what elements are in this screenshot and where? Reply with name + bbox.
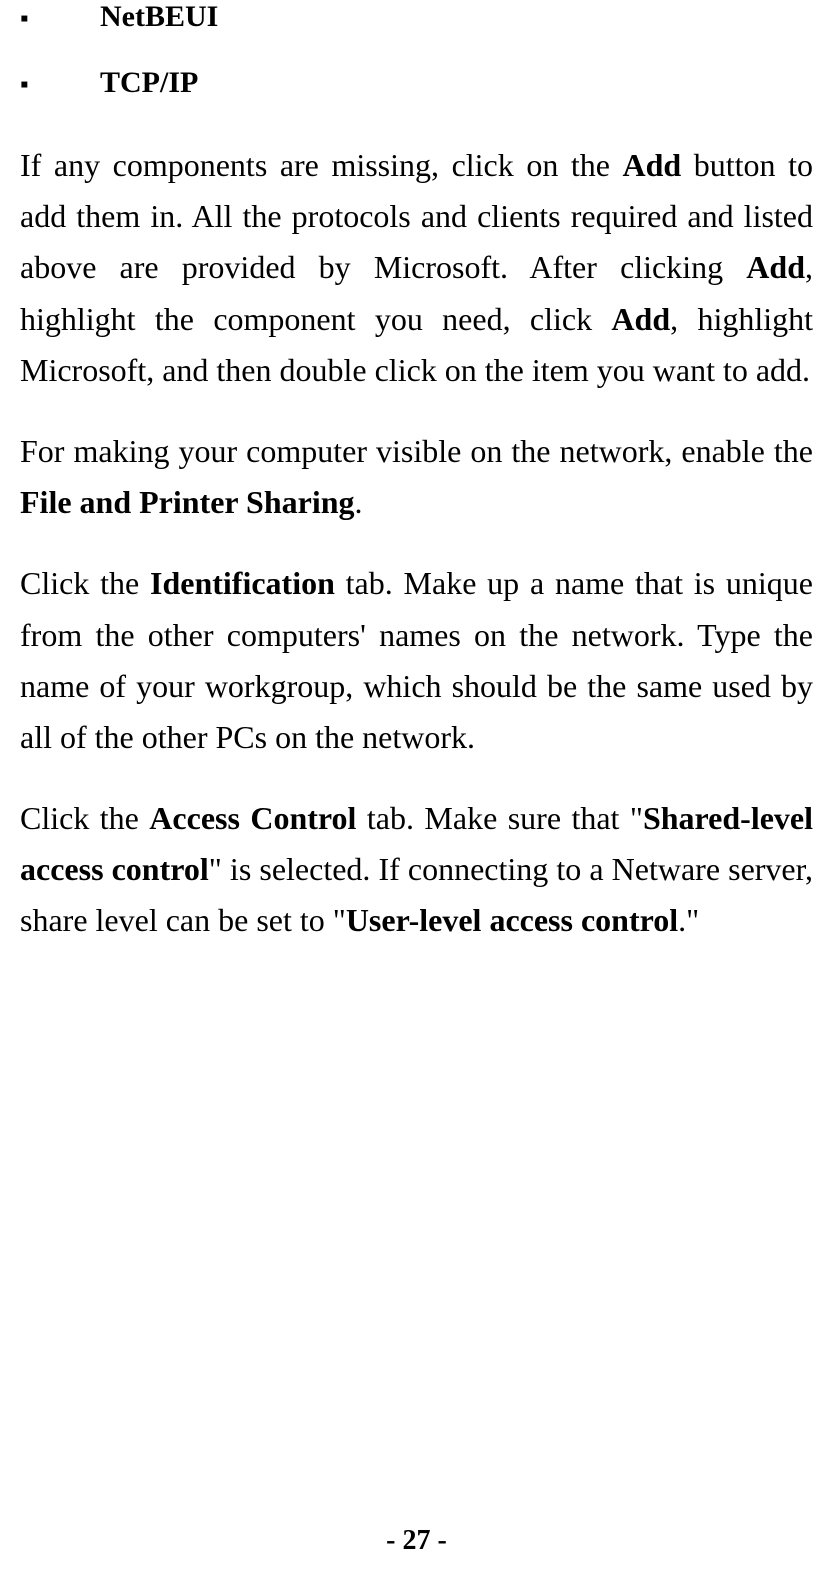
bold-text: Add bbox=[611, 301, 670, 337]
text-span: ." bbox=[678, 902, 699, 938]
bold-text: File and Printer Sharing bbox=[20, 484, 355, 520]
text-span: If any components are missing, click on … bbox=[20, 147, 623, 183]
bullet-list: ▪ NetBEUI ▪ TCP/IP bbox=[20, 0, 813, 100]
bullet-text: TCP/IP bbox=[100, 66, 198, 100]
text-span: For making your computer visible on the … bbox=[20, 433, 813, 469]
paragraph-3: Click the Identification tab. Make up a … bbox=[20, 558, 813, 763]
bold-text: Add bbox=[623, 147, 682, 183]
bold-text: Access Control bbox=[149, 800, 356, 836]
text-span: . bbox=[355, 484, 363, 520]
text-span: Click the bbox=[20, 800, 149, 836]
page-number: - 27 - bbox=[0, 1525, 833, 1557]
paragraph-1: If any components are missing, click on … bbox=[20, 140, 813, 396]
bullet-item: ▪ NetBEUI bbox=[20, 0, 813, 34]
paragraph-4: Click the Access Control tab. Make sure … bbox=[20, 793, 813, 947]
bold-text: Add bbox=[746, 249, 805, 285]
text-span: tab. Make sure that " bbox=[356, 800, 643, 836]
bold-text: User-level access control bbox=[346, 902, 678, 938]
bold-text: Identification bbox=[150, 565, 335, 601]
paragraph-2: For making your computer visible on the … bbox=[20, 426, 813, 528]
bullet-marker-icon: ▪ bbox=[20, 72, 100, 99]
bullet-marker-icon: ▪ bbox=[20, 6, 100, 33]
bullet-text: NetBEUI bbox=[100, 0, 218, 34]
bullet-item: ▪ TCP/IP bbox=[20, 66, 813, 100]
text-span: Click the bbox=[20, 565, 150, 601]
